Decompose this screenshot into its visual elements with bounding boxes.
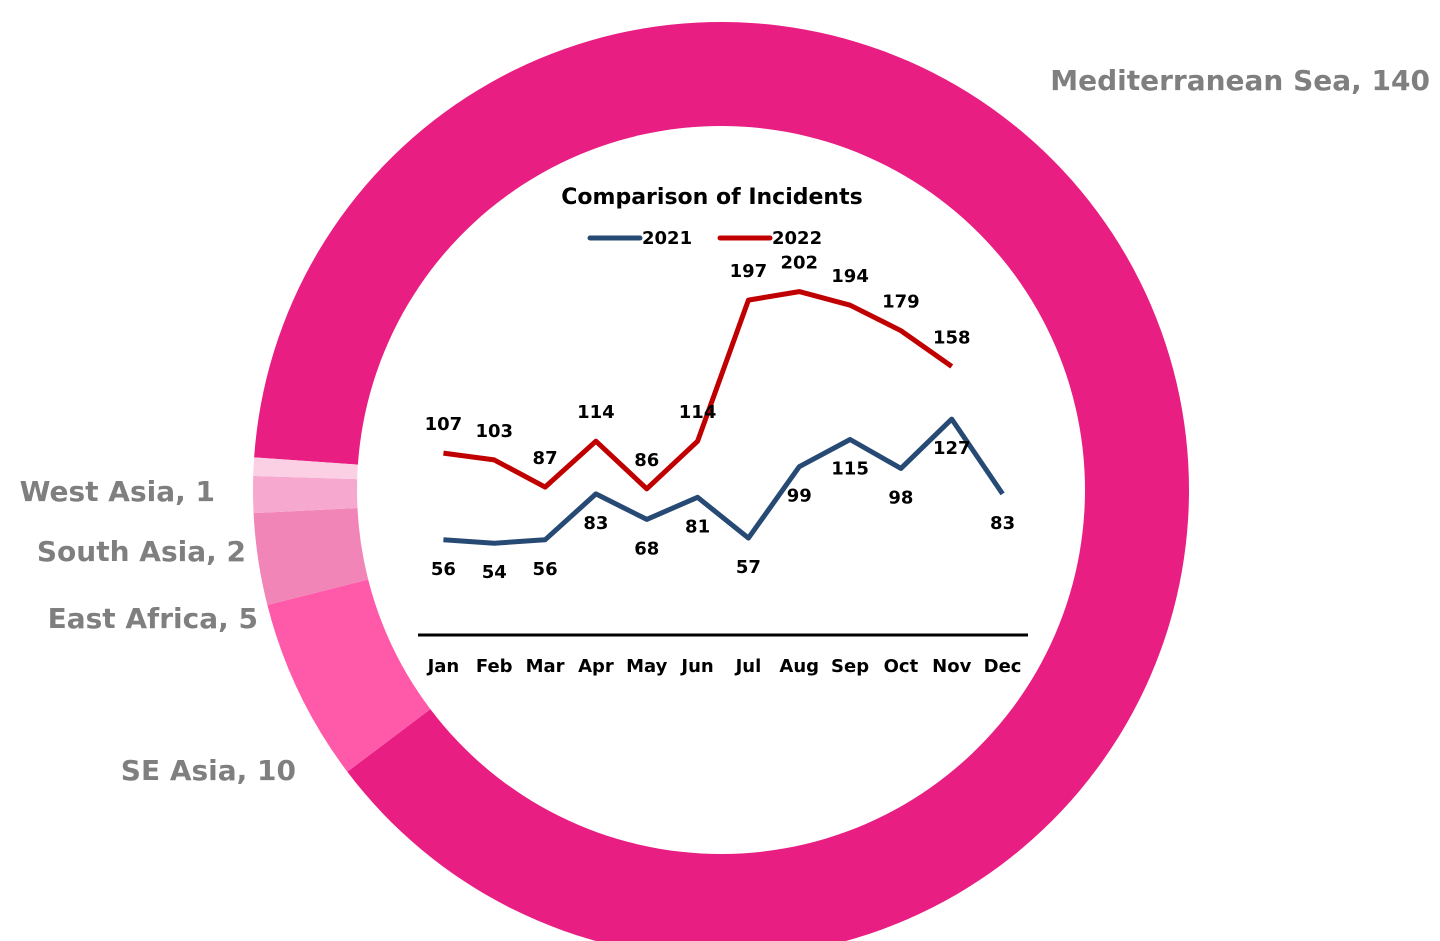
x-tick-label: Jan	[426, 656, 460, 677]
data-label: 57	[736, 557, 761, 578]
data-label: 115	[831, 459, 869, 480]
chart-title: Comparison of Incidents	[561, 185, 862, 210]
x-tick-label: Aug	[779, 656, 819, 677]
data-label: 107	[425, 414, 463, 435]
data-label: 86	[634, 450, 659, 471]
data-label: 83	[990, 513, 1015, 534]
data-label: 194	[831, 266, 869, 287]
slice-label: West Asia, 1	[20, 475, 215, 508]
data-label: 202	[780, 253, 818, 274]
data-label: 56	[431, 559, 456, 580]
data-label: 87	[533, 448, 558, 469]
data-label: 81	[685, 516, 710, 537]
donut-slice	[253, 475, 358, 514]
x-tick-label: Apr	[578, 656, 614, 677]
donut-slice	[267, 579, 431, 772]
data-label: 127	[933, 438, 971, 459]
x-tick-label: Sep	[831, 656, 869, 677]
slice-label: South Asia, 2	[37, 535, 246, 568]
data-label: 197	[730, 261, 768, 282]
x-tick-label: Mar	[526, 656, 565, 677]
line-series	[443, 289, 954, 492]
data-label: 103	[475, 421, 513, 442]
line-series	[443, 416, 1005, 546]
x-tick-label: Jul	[734, 656, 762, 677]
donut-slice	[253, 457, 358, 480]
data-label: 56	[533, 559, 558, 580]
donut-slice	[253, 508, 369, 606]
data-label: 83	[583, 513, 608, 534]
x-tick-label: Nov	[932, 656, 971, 677]
data-label: 98	[888, 487, 913, 508]
legend-label: 2022	[772, 228, 822, 249]
donut-slice	[254, 22, 1189, 941]
x-tick-label: May	[626, 656, 668, 677]
x-tick-label: Feb	[476, 656, 513, 677]
x-tick-label: Jun	[679, 656, 713, 677]
slice-label: East Africa, 5	[48, 602, 258, 635]
data-label: 54	[482, 562, 507, 583]
data-label: 68	[634, 538, 659, 559]
slice-label: Mediterranean Sea, 140	[1050, 64, 1430, 97]
data-label: 114	[679, 402, 717, 423]
legend-label: 2021	[642, 228, 692, 249]
data-label: 158	[933, 327, 971, 348]
data-label: 179	[882, 292, 920, 313]
x-tick-label: Oct	[884, 656, 919, 677]
x-tick-label: Dec	[984, 656, 1022, 677]
data-label: 114	[577, 402, 615, 423]
data-label: 99	[787, 486, 812, 507]
slice-label: SE Asia, 10	[121, 754, 296, 787]
